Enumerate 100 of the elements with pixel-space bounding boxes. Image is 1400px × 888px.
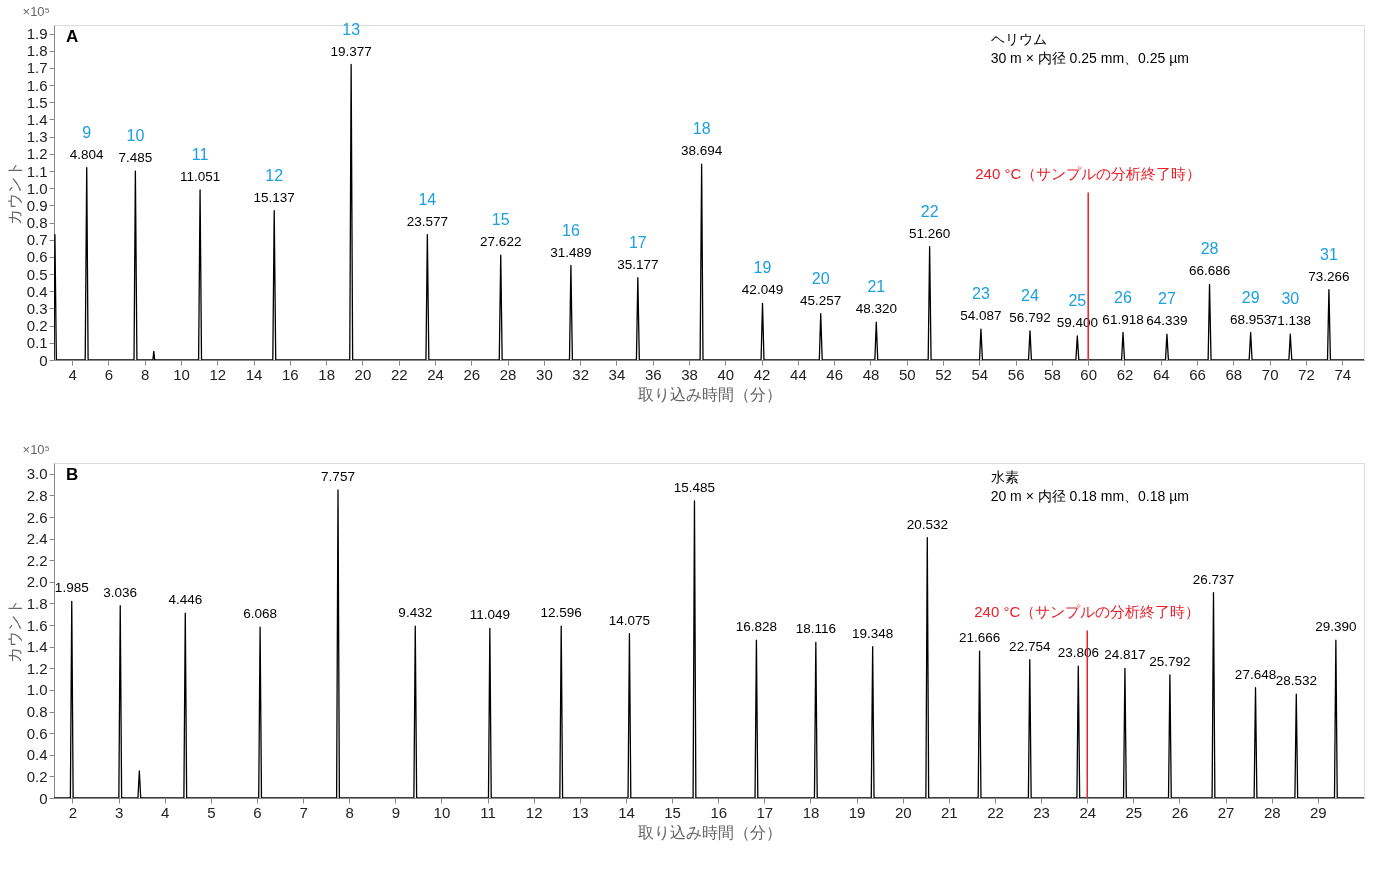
x-tick-label: 64 — [1152, 365, 1170, 383]
annotation: 9.432 — [398, 605, 433, 621]
x-tick-label: 19 — [848, 803, 866, 821]
x-axis-title: 取り込み時間（分） — [637, 385, 782, 403]
x-tick-label: 27 — [1217, 803, 1235, 821]
x-tick-label: 40 — [717, 365, 735, 383]
x-tick-label: 6 — [104, 365, 114, 383]
annotation: 30 — [1281, 290, 1300, 308]
y-tick-label: 3.0 — [26, 465, 48, 483]
annotation: 22 — [920, 202, 939, 220]
x-tick-label: 29 — [1310, 803, 1327, 821]
annotation: 20 m × 内径 0.18 mm、0.18 µm — [990, 488, 1189, 504]
x-tick-label: 14 — [245, 365, 263, 383]
annotation: 11.051 — [179, 168, 221, 184]
y-tick-label: 1.2 — [26, 659, 48, 677]
annotation: 26.737 — [1192, 571, 1235, 587]
x-tick-label: 30 — [536, 365, 553, 383]
annotation: 66.686 — [1188, 263, 1231, 279]
x-tick-label: 24 — [427, 365, 444, 383]
annotation: 15.485 — [673, 479, 716, 495]
y-tick-label: 1.1 — [26, 162, 48, 180]
x-tick-label: 72 — [1298, 365, 1315, 383]
annotation: 15.137 — [253, 189, 295, 205]
annotation: 9 — [82, 123, 92, 141]
x-tick-label: 22 — [390, 365, 408, 383]
annotation: 29.390 — [1315, 619, 1357, 635]
y-tick-label: 0.2 — [26, 317, 48, 335]
annotation: 73.266 — [1308, 268, 1350, 284]
y-tick-label: 2.8 — [26, 486, 48, 504]
annotation: 1.985 — [54, 580, 89, 596]
annotation: ヘリウム — [990, 31, 1047, 47]
x-tick-label: 42 — [753, 365, 771, 383]
y-tick-label: 1.6 — [26, 616, 48, 634]
x-tick-label: 28 — [1263, 803, 1281, 821]
y-tick-label: 1.4 — [26, 110, 48, 128]
y-tick-label: 0.4 — [26, 746, 48, 764]
y-tick-label: 2.0 — [26, 573, 48, 591]
text: ×10⁵ — [22, 4, 50, 19]
annotation: 10 — [126, 127, 145, 145]
y-tick-label: 1.0 — [26, 681, 48, 699]
x-tick-label: 56 — [1007, 365, 1025, 383]
x-tick-label: 5 — [207, 803, 216, 821]
annotation: 12.596 — [540, 605, 582, 621]
annotation: 68.953 — [1230, 311, 1272, 327]
annotation: 30 m × 内径 0.25 mm、0.25 µm — [990, 50, 1189, 66]
x-tick-label: 4 — [68, 365, 77, 383]
x-tick-label: 48 — [862, 365, 880, 383]
annotation: 21.666 — [958, 630, 1001, 646]
annotation: 18.116 — [795, 621, 836, 637]
annotation: 3.036 — [103, 584, 138, 600]
x-tick-label: 16 — [710, 803, 728, 821]
y-tick-label: 1.9 — [26, 25, 48, 43]
annotation: 23.577 — [406, 213, 448, 229]
x-tick-label: 22 — [987, 803, 1004, 821]
annotation: 27 — [1158, 290, 1176, 308]
x-tick-label: 26 — [463, 365, 481, 383]
annotation: 11 — [191, 145, 209, 163]
x-tick-label: 26 — [1171, 803, 1189, 821]
annotation: 16 — [562, 221, 580, 239]
annotation: 45.257 — [800, 292, 842, 308]
annotation: 20 — [811, 269, 830, 287]
y-tick-label: 2.4 — [26, 530, 48, 548]
y-tick-label: 1.3 — [26, 128, 48, 146]
x-tick-label: 74 — [1334, 365, 1352, 383]
y-tick-label: 2.6 — [26, 508, 48, 526]
annotation: 24.817 — [1104, 647, 1146, 663]
annotation: 51.260 — [908, 225, 951, 241]
y-tick-label: 2.2 — [26, 551, 48, 569]
y-tick-label: 1.4 — [26, 638, 48, 656]
y-tick-label: 0.8 — [26, 703, 48, 721]
annotation: 7.757 — [321, 469, 355, 485]
y-axis-title: カウント — [5, 161, 23, 225]
x-tick-label: 14 — [618, 803, 635, 821]
ref-line-label: 240 °C（サンプルの分析終了時） — [975, 165, 1202, 183]
annotation: 31.489 — [550, 244, 592, 260]
x-tick-label: 34 — [608, 365, 626, 383]
x-tick-label: 6 — [253, 803, 262, 821]
annotation: 11.049 — [469, 607, 510, 623]
x-tick-label: 24 — [1079, 803, 1097, 821]
x-tick-label: 66 — [1189, 365, 1206, 383]
chart-title: B — [66, 465, 79, 484]
annotation: 19 — [753, 259, 772, 277]
x-tick-label: 28 — [499, 365, 517, 383]
x-tick-label: 8 — [345, 803, 354, 821]
y-tick-label: 0.3 — [26, 299, 48, 317]
x-tick-label: 60 — [1080, 365, 1098, 383]
x-tick-label: 36 — [644, 365, 662, 383]
y-tick-label: 1.6 — [26, 76, 48, 94]
annotation: 28 — [1200, 240, 1219, 258]
annotation: 27.622 — [480, 234, 522, 250]
y-tick-label: 1.2 — [26, 145, 48, 163]
y-tick-label: 0.4 — [26, 282, 48, 300]
y-tick-label: 0.6 — [26, 248, 48, 266]
annotation: 15 — [491, 211, 510, 229]
y-tick-label: 1.8 — [26, 42, 48, 60]
x-tick-label: 18 — [318, 365, 335, 383]
x-tick-label: 70 — [1261, 365, 1279, 383]
x-tick-label: 17 — [756, 803, 774, 821]
annotation: 19.348 — [852, 625, 894, 641]
annotation: 21 — [867, 278, 886, 296]
